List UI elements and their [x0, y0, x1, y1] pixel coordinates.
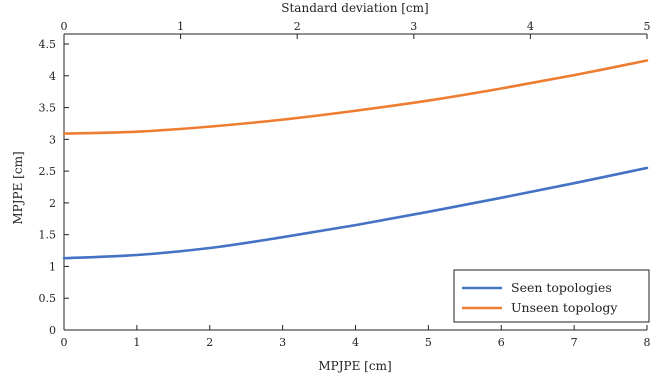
y-tick-label: 2.5	[39, 165, 57, 178]
y-tick-label: 1.5	[39, 229, 57, 242]
x2-tick-label: 5	[644, 20, 651, 33]
x2-tick-label: 0	[61, 20, 68, 33]
x2-tick-label: 1	[177, 20, 184, 33]
x2-tick-label: 2	[294, 20, 301, 33]
axes	[63, 33, 648, 331]
y-tick-label: 0.5	[39, 292, 57, 305]
series-lines	[62, 59, 649, 260]
y-tick-label: 4	[49, 70, 56, 83]
y-tick-label: 3	[49, 133, 56, 146]
x-tick-label: 1	[133, 336, 140, 349]
x2-axis-title: Standard deviation [cm]	[281, 1, 428, 15]
x-axis-title: MPJPE [cm]	[318, 359, 391, 373]
legend-label-unseen: Unseen topology	[511, 300, 618, 315]
legend-label-seen: Seen topologies	[511, 280, 612, 295]
x-tick-label: 6	[498, 336, 505, 349]
legend-box	[453, 269, 650, 323]
x2-tick-label: 4	[527, 20, 534, 33]
y-tick-label: 2	[49, 197, 56, 210]
x-tick-label: 8	[644, 336, 651, 349]
x-tick-label: 0	[61, 336, 68, 349]
y-axis-title: MPJPE [cm]	[11, 151, 25, 224]
y-tick-label: 1	[49, 260, 56, 273]
legend: Seen topologies Unseen topology	[453, 269, 650, 323]
series-line-unseen-topology	[62, 59, 649, 135]
y-tick-label: 0	[49, 324, 56, 337]
x-tick-label: 4	[352, 336, 359, 349]
x-tick-label: 5	[425, 336, 432, 349]
y-tick-label: 3.5	[39, 102, 57, 115]
x-tick-label: 7	[571, 336, 578, 349]
y-tick-label: 4.5	[39, 38, 57, 51]
tick-labels: 0 1 2 3 4 5 6 7 8 0 1 2 3 4 5 0 0.5 1 1.5 2 2.5 3 3.5 4 4.5	[39, 20, 651, 349]
series-line-seen-topologies	[62, 166, 649, 260]
x2-tick-label: 3	[410, 20, 417, 33]
x-tick-label: 3	[279, 336, 286, 349]
x-tick-label: 2	[206, 336, 213, 349]
